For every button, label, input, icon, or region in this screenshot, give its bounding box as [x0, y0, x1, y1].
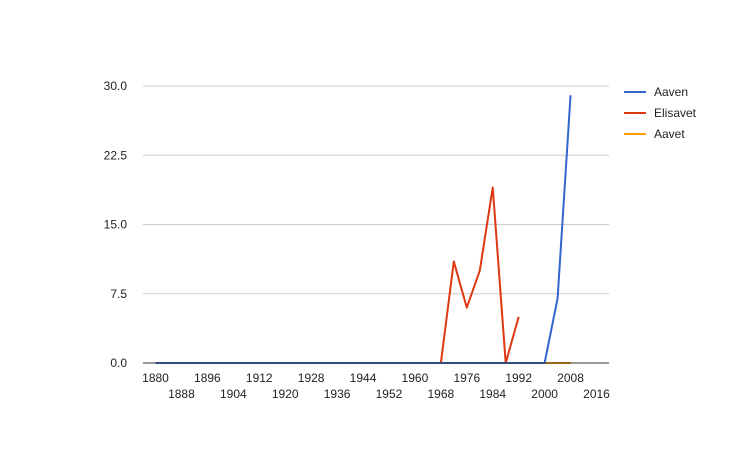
x-tick-label: 1912: [246, 371, 273, 385]
x-tick-label: 1928: [298, 371, 325, 385]
legend-label-elisavet: Elisavet: [654, 106, 697, 120]
y-tick-label: 0.0: [110, 356, 127, 370]
x-tick-label: 1880: [142, 371, 169, 385]
grid-lines: [143, 85, 609, 295]
x-tick-label: 1984: [479, 387, 506, 401]
y-tick-label: 15.0: [104, 218, 128, 232]
x-tick-label: 1920: [272, 387, 299, 401]
x-tick-label: 1952: [376, 387, 403, 401]
x-tick-label: 1936: [324, 387, 351, 401]
y-tick-label: 30.0: [104, 79, 128, 93]
x-tick-label: 1944: [350, 371, 377, 385]
x-tick-label: 1960: [402, 371, 429, 385]
legend: Aaven Elisavet Aavet: [624, 85, 697, 141]
x-tick-label: 1992: [505, 371, 532, 385]
y-tick-label: 7.5: [110, 287, 127, 301]
series-line-aaven: [155, 95, 572, 364]
y-axis-ticks: 0.0 7.5 15.0 22.5 30.0: [104, 79, 128, 370]
x-axis-ticks: 1880 1896 1912 1928 1944 1960 1976 1992 2008 1888…: [142, 371, 610, 401]
series-line-elisavet: [155, 186, 520, 364]
x-tick-label: 1896: [194, 371, 221, 385]
x-tick-label: 1888: [168, 387, 195, 401]
x-tick-label: 2016: [583, 387, 610, 401]
y-tick-label: 22.5: [104, 148, 128, 162]
x-tick-label: 1968: [428, 387, 455, 401]
series-lines: [155, 95, 572, 364]
x-tick-label: 1976: [453, 371, 480, 385]
legend-label-aaven: Aaven: [654, 85, 688, 99]
x-tick-label: 2000: [531, 387, 558, 401]
legend-label-aavet: Aavet: [654, 127, 685, 141]
x-tick-label: 1904: [220, 387, 247, 401]
x-tick-label: 2008: [557, 371, 584, 385]
